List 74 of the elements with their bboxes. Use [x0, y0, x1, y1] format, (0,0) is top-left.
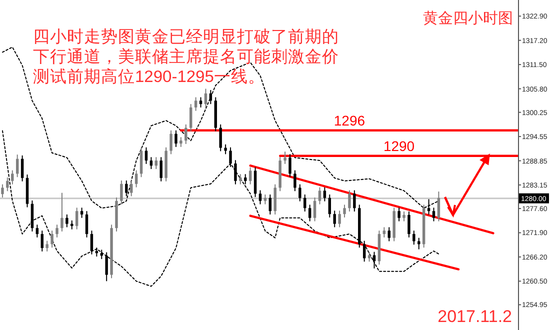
- candlestick: [134, 170, 138, 188]
- candlestick: [432, 207, 436, 222]
- candlestick: [160, 156, 162, 182]
- candlestick: [90, 230, 94, 255]
- candlestick: [130, 180, 133, 197]
- candlestick: [382, 226, 386, 238]
- candlestick: [402, 211, 406, 222]
- candlestick: [189, 104, 192, 132]
- candlestick: [284, 151, 286, 164]
- candlestick: [174, 130, 178, 148]
- candlestick: [313, 196, 316, 222]
- candlestick: [298, 184, 302, 202]
- candlestick: [343, 204, 346, 218]
- candlestick: [105, 252, 108, 282]
- candlestick: [254, 166, 257, 198]
- candlestick: [40, 230, 44, 252]
- candlestick: [80, 207, 84, 218]
- candlestick: [20, 154, 24, 182]
- candlestick: [388, 226, 390, 242]
- candlestick: [412, 230, 416, 246]
- candlestick: [348, 190, 351, 212]
- candlestick: [328, 194, 331, 218]
- candlestick: [60, 192, 64, 232]
- candlestick: [180, 136, 182, 148]
- candlestick: [85, 210, 88, 238]
- candlestick: [239, 174, 242, 185]
- candlestick: [323, 186, 326, 202]
- candlestick: [75, 207, 78, 230]
- candlestick: [219, 124, 222, 152]
- candlestick: [125, 180, 128, 197]
- candlestick: [288, 154, 292, 178]
- candlestick: [1, 184, 4, 198]
- candlestick: [194, 96, 198, 112]
- candlestick: [11, 170, 14, 185]
- candlestick: [308, 204, 312, 222]
- candlestick: [318, 186, 322, 205]
- candlestick: [362, 240, 366, 262]
- candlestick: [199, 96, 202, 108]
- candlestick: [408, 211, 410, 238]
- series-label: 1296: [334, 112, 366, 128]
- candlestick: [338, 210, 341, 228]
- candlestick: [258, 190, 262, 205]
- candlestick: [204, 88, 208, 108]
- candlestick: [234, 160, 237, 185]
- candlestick: [437, 191, 440, 222]
- candlestick: [268, 194, 272, 215]
- line-series: [2, 130, 440, 287]
- candlestick: [248, 166, 252, 185]
- candlestick: [120, 180, 123, 205]
- candlestick: [224, 144, 227, 155]
- annotation: 2017.11.2: [438, 307, 512, 326]
- candlestick: [229, 146, 232, 168]
- candlestick: [303, 194, 306, 212]
- candlestick: [294, 170, 296, 192]
- candlestick: [16, 154, 19, 178]
- candlestick: [333, 210, 336, 228]
- series-label: 1290: [383, 138, 415, 154]
- candlestick: [36, 224, 39, 238]
- candlestick: [184, 124, 188, 144]
- annotation: 四小时走势图黄金已经明显打破了前期的下行通道，美联储主席提名可能刺激金价测试前期高位1290-1295一线。: [33, 27, 339, 86]
- candlestick: [50, 230, 54, 248]
- candlestick: [274, 184, 276, 215]
- candlestick: [6, 177, 9, 192]
- candlestick: [398, 207, 400, 222]
- candlestick: [140, 146, 143, 178]
- candlestick: [170, 130, 172, 155]
- candlestick: [244, 174, 247, 185]
- candlestick: [264, 194, 267, 205]
- candlestick: [418, 237, 420, 250]
- candlestick: [66, 214, 68, 228]
- candlestick: [46, 240, 48, 252]
- text: 黄金四小时图: [423, 10, 513, 27]
- candlestick: [56, 224, 58, 238]
- candlestick: [353, 190, 356, 212]
